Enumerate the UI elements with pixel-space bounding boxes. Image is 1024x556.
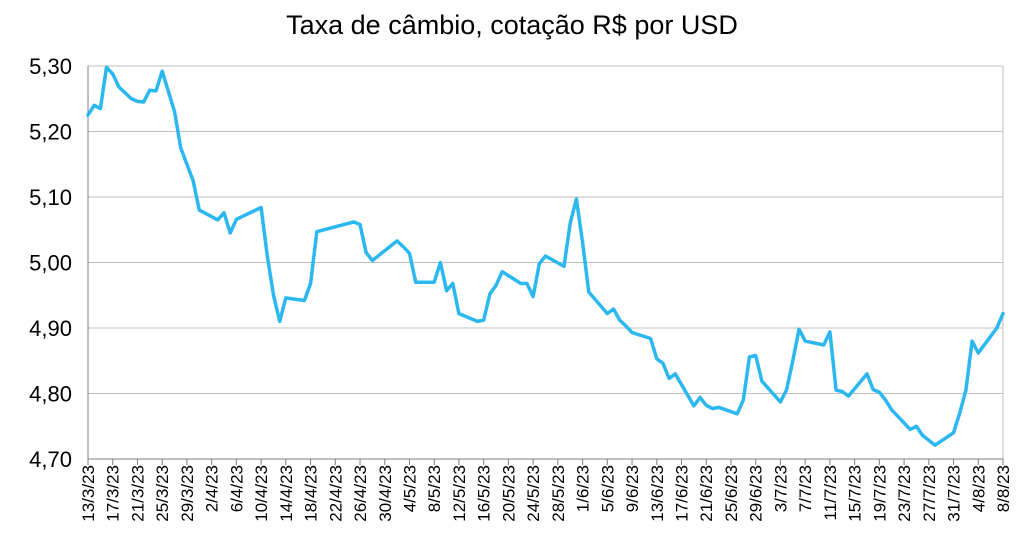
series-line <box>86 65 1005 447</box>
plot-frame <box>87 66 1004 460</box>
x-tick-label: 1/6/23 <box>574 465 593 512</box>
x-tick-label: 16/5/23 <box>475 465 494 522</box>
y-tick-label: 5,20 <box>29 120 72 145</box>
x-tick-label: 5/6/23 <box>598 465 617 512</box>
x-tick-label: 3/7/23 <box>771 465 790 512</box>
x-tick-label: 21/6/23 <box>697 465 716 522</box>
y-tick-label: 5,10 <box>29 185 72 210</box>
x-tick-label: 25/3/23 <box>153 465 172 522</box>
x-tick-label: 8/5/23 <box>425 465 444 512</box>
y-tick-label: 5,00 <box>29 251 72 276</box>
y-tick-label: 4,80 <box>29 382 72 407</box>
x-tick-label: 31/7/23 <box>945 465 964 522</box>
x-tick-label: 2/4/23 <box>203 465 222 512</box>
x-axis: 13/3/23 17/3/23 21/3/23 25/3/23 29/3/23 2/4/2… <box>79 459 1013 522</box>
y-tick-label: 4,90 <box>29 316 72 341</box>
x-tick-label: 22/4/23 <box>326 465 345 522</box>
y-tick-label: 5,30 <box>29 54 72 79</box>
y-axis: 4,70 4,80 4,90 5,00 5,10 5,20 5,30 <box>29 54 72 472</box>
x-tick-label: 18/4/23 <box>302 465 321 522</box>
x-tick-label: 21/3/23 <box>128 465 147 522</box>
series-layer <box>86 65 1005 447</box>
x-tick-label: 13/6/23 <box>648 465 667 522</box>
x-tick-label: 25/6/23 <box>722 465 741 522</box>
gridlines <box>88 65 1003 394</box>
x-tick-label: 27/7/23 <box>920 465 939 522</box>
chart-title: Taxa de câmbio, cotação R$ por USD <box>286 10 738 40</box>
x-tick-label: 10/4/23 <box>252 465 271 522</box>
x-tick-label: 12/5/23 <box>450 465 469 522</box>
x-tick-label: 13/3/23 <box>79 465 98 522</box>
x-tick-label: 4/8/23 <box>969 465 988 512</box>
x-tick-label: 23/7/23 <box>895 465 914 522</box>
x-tick-label: 19/7/23 <box>870 465 889 522</box>
x-tick-label: 17/3/23 <box>104 465 123 522</box>
x-tick-label: 24/5/23 <box>524 465 543 522</box>
x-tick-label: 7/7/23 <box>796 465 815 512</box>
x-tick-label: 30/4/23 <box>376 465 395 522</box>
x-tick-label: 20/5/23 <box>499 465 518 522</box>
x-tick-label: 9/6/23 <box>623 465 642 512</box>
x-tick-label: 17/6/23 <box>673 465 692 522</box>
x-tick-label: 29/3/23 <box>178 465 197 522</box>
x-tick-label: 29/6/23 <box>747 465 766 522</box>
x-tick-label: 4/5/23 <box>400 465 419 512</box>
y-tick-label: 4,70 <box>29 447 72 472</box>
x-tick-label: 11/7/23 <box>821 465 840 520</box>
x-tick-label: 6/4/23 <box>227 465 246 512</box>
x-tick-label: 28/5/23 <box>549 465 568 522</box>
x-tick-label: 14/4/23 <box>277 465 296 522</box>
x-tick-label: 15/7/23 <box>846 465 865 522</box>
x-tick-label: 8/8/23 <box>994 465 1013 512</box>
x-tick-label: 26/4/23 <box>351 465 370 522</box>
